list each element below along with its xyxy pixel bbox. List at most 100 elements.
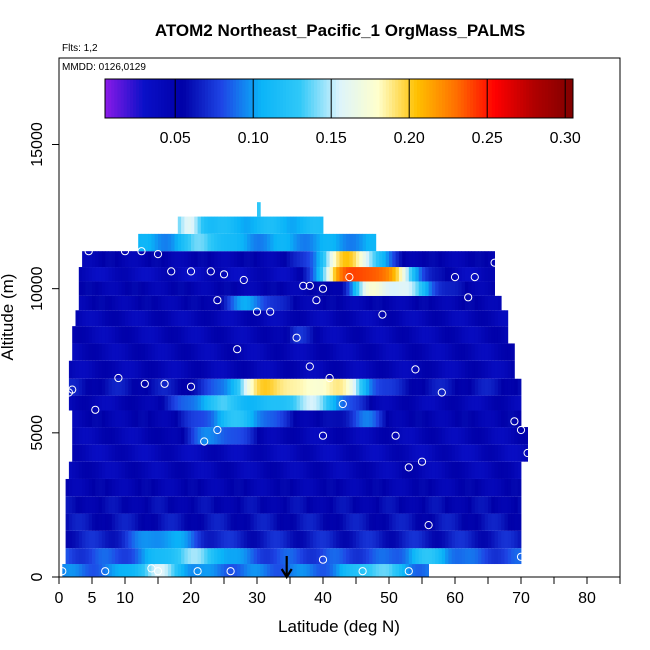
heatmap-cell [98,513,103,531]
colorbar-swatch [382,79,387,118]
colorbar-tick-label: 0.15 [316,130,347,147]
heatmap-cell [191,410,195,428]
heatmap-cell [161,427,165,445]
heatmap-cell [306,216,311,234]
colorbar-swatch [345,79,349,118]
heatmap-cell [293,281,297,296]
heatmap-cell [276,548,281,565]
heatmap-cell [468,378,472,396]
heatmap-cell [425,295,429,311]
heatmap-cell [200,295,205,311]
heatmap-cell [326,530,330,549]
heatmap-cell [468,410,472,428]
heatmap-cell [230,251,235,268]
heatmap-cell [382,378,387,396]
sample-point [378,310,387,319]
heatmap-cell [425,326,429,344]
heatmap-cell [428,410,433,428]
heatmap-cell [422,548,426,565]
heatmap-cells [62,202,528,577]
heatmap-cell [511,360,515,379]
heatmap-cell [303,251,307,268]
heatmap-cell [72,496,76,514]
heatmap-cell [478,444,482,462]
sample-point [252,307,262,316]
heatmap-cell [365,444,370,462]
heatmap-cell [395,461,400,479]
heatmap-cell [177,496,182,514]
heatmap-cell [461,427,466,445]
heatmap-cell [164,310,169,327]
heatmap-cell [247,410,251,428]
heatmap-cell [187,310,192,327]
heatmap-cell [224,310,228,327]
heatmap-cell [266,564,271,577]
colorbar-swatch [335,79,340,118]
heatmap-cell [237,530,241,549]
heatmap-cell [369,410,373,428]
heatmap-cell [214,461,218,479]
heatmap-cell [230,295,235,311]
heatmap-cell [316,461,321,479]
heatmap-cell [458,378,462,396]
heatmap-cell [78,310,83,327]
heatmap-cell [501,478,505,497]
heatmap-cell [240,461,245,479]
heatmap-cell [92,564,96,577]
heatmap-cell [118,281,123,296]
heatmap-cell [101,564,106,577]
heatmap-cell [517,530,522,549]
heatmap-cell [148,478,152,497]
heatmap-cell [286,343,291,361]
heatmap-cell [247,251,251,268]
heatmap-cell [342,395,347,411]
sample-point [490,258,499,267]
heatmap-cell [290,310,294,327]
heatmap-cell [362,513,367,531]
heatmap-cell [464,326,469,344]
heatmap-cell [458,281,462,296]
heatmap-cell [220,530,225,549]
heatmap-cell [478,295,482,311]
heatmap-cell [118,360,123,379]
heatmap-cell [356,548,360,565]
heatmap-cell [389,427,393,445]
heatmap-cell [422,444,426,462]
heatmap-cell [253,251,258,268]
heatmap-cell [474,427,479,445]
heatmap-cell [101,444,106,462]
heatmap-cell [455,295,459,311]
heatmap-cell [471,461,476,479]
heatmap-cell [405,427,410,445]
heatmap-cell [167,251,172,268]
heatmap-cell [134,395,139,411]
heatmap-cell [144,310,149,327]
heatmap-cell [260,326,264,344]
heatmap-cell [177,530,182,549]
heatmap-cell [316,530,321,549]
heatmap-cell [349,564,354,577]
heatmap-cell [227,326,231,344]
heatmap-cell [92,267,96,282]
heatmap-cell [336,513,340,531]
heatmap-cell [356,310,360,327]
heatmap-cell [200,461,205,479]
heatmap-cell [85,427,90,445]
heatmap-cell [230,564,235,577]
heatmap-cell [72,564,76,577]
heatmap-cell [250,444,255,462]
colorbar-swatch [513,79,518,118]
heatmap-cell [161,461,165,479]
heatmap-cell [316,343,321,361]
heatmap-cell [227,267,231,282]
heatmap-cell [92,326,96,344]
heatmap-cell [299,461,304,479]
heatmap-cell [415,378,420,396]
heatmap-cell [379,360,383,379]
heatmap-cell [141,326,146,344]
heatmap-cell [98,267,103,282]
heatmap-cell [309,461,314,479]
heatmap-cell [257,360,261,379]
heatmap-cell [171,310,175,327]
heatmap-cell [200,233,205,252]
